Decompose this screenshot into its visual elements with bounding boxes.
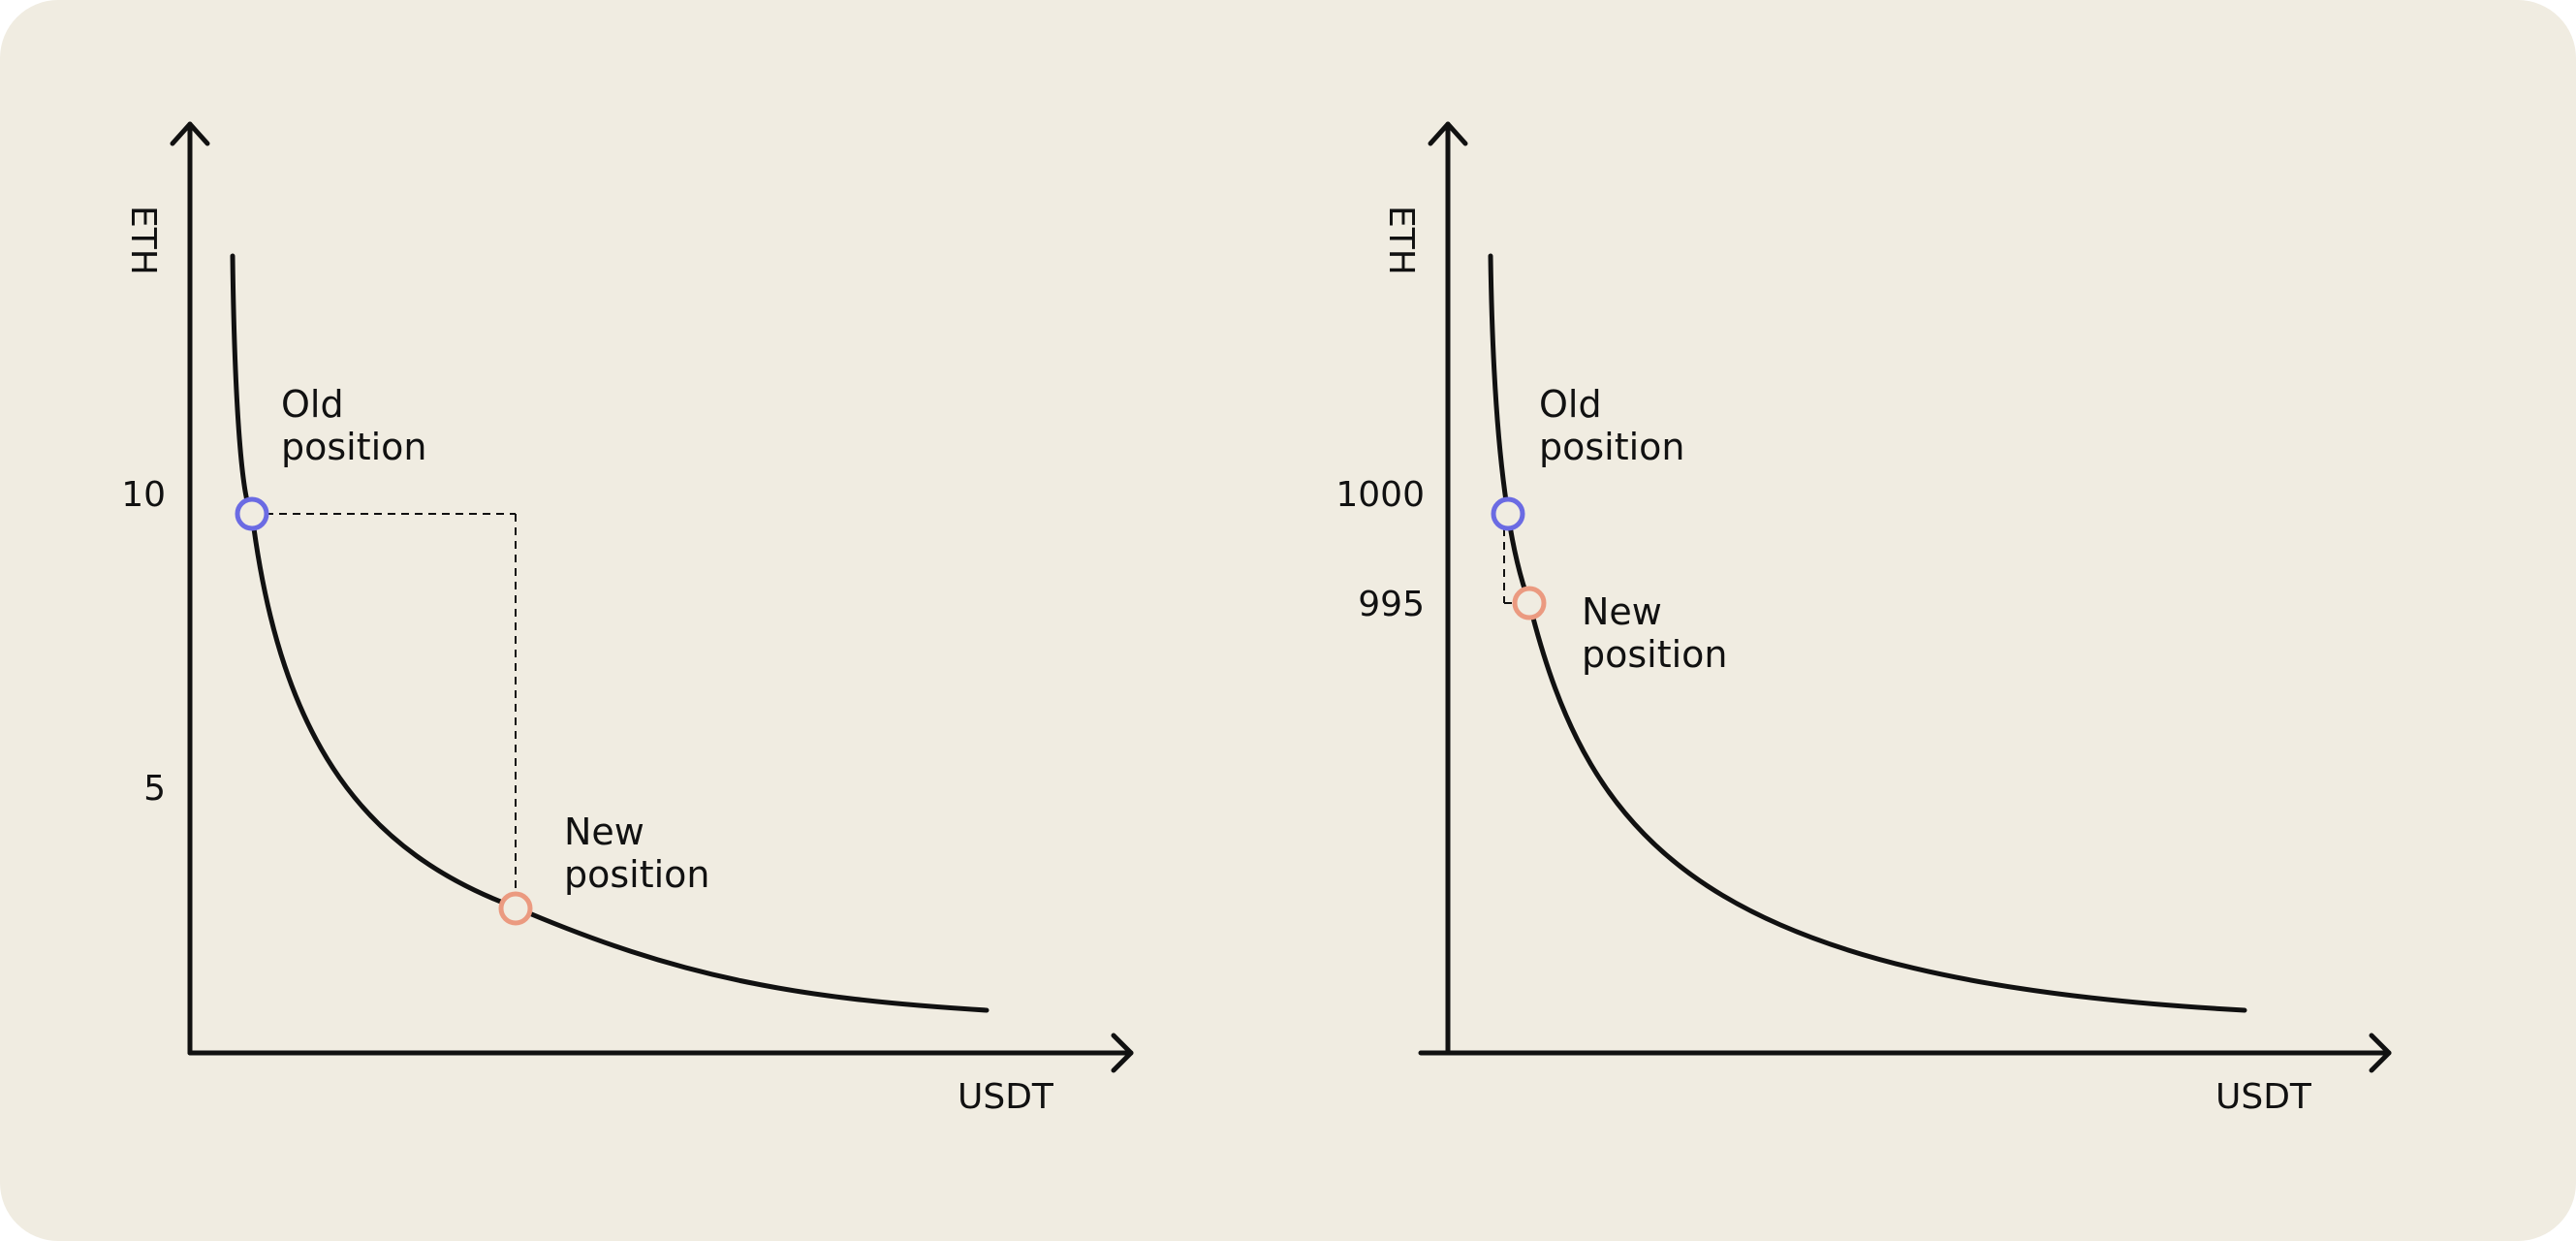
- right-y-axis-label: ETH: [1381, 206, 1421, 275]
- left-new-position-label-line1: New: [564, 811, 644, 853]
- right-new-position-label-line1: New: [1582, 590, 1662, 633]
- right-chart: ETH USDT 1000 995 Old position New posit…: [1335, 121, 2392, 1117]
- right-old-position-label-line1: Old: [1539, 383, 1602, 426]
- left-new-position-marker: [498, 891, 533, 926]
- left-old-position-marker: [235, 496, 269, 531]
- right-y-tick-1000: 1000: [1335, 475, 1425, 515]
- right-x-axis-arrowhead: [2369, 1033, 2392, 1073]
- left-x-axis-label: USDT: [958, 1077, 1054, 1117]
- right-y-tick-995: 995: [1358, 585, 1425, 624]
- right-old-position-label-line2: position: [1539, 426, 1685, 468]
- left-old-position-label-line2: position: [281, 426, 427, 468]
- right-x-axis-label: USDT: [2215, 1077, 2312, 1117]
- left-chart: ETH USDT 10 5 Old position New position: [121, 121, 1134, 1117]
- right-new-position-marker: [1512, 586, 1547, 620]
- left-y-tick-5: 5: [143, 769, 166, 809]
- left-x-axis-arrowhead: [1111, 1033, 1134, 1073]
- right-new-position-label-line2: position: [1582, 633, 1728, 676]
- left-y-axis-label: ETH: [123, 206, 163, 275]
- left-new-position-label-line2: position: [564, 853, 710, 896]
- right-old-position-marker: [1491, 496, 1525, 531]
- left-y-axis-arrowhead: [170, 121, 210, 146]
- left-y-tick-10: 10: [121, 475, 166, 515]
- left-old-position-label-line1: Old: [281, 383, 344, 426]
- left-curve: [230, 253, 990, 1013]
- right-y-axis-arrowhead: [1428, 121, 1468, 146]
